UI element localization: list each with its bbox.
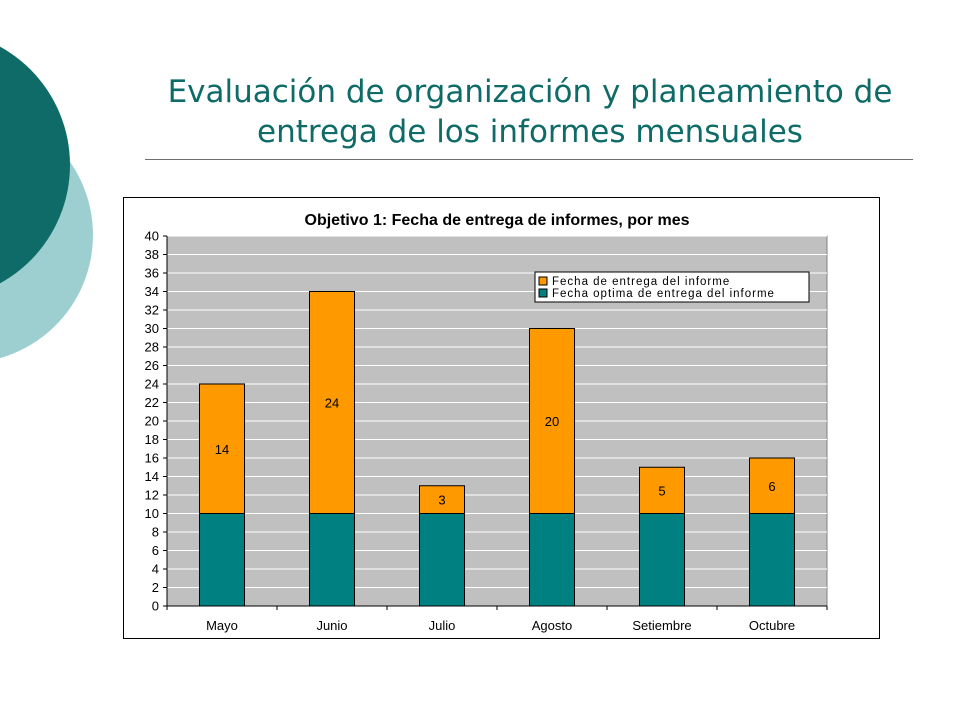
- data-label: 14: [215, 442, 229, 457]
- legend-label: Fecha de entrega del informe: [552, 276, 730, 288]
- y-tick-label: 40: [145, 229, 159, 244]
- x-tick-label: Agosto: [532, 618, 572, 633]
- y-tick-label: 2: [152, 580, 159, 595]
- y-tick-label: 18: [145, 432, 159, 447]
- slide-title-line-1: Evaluación de organización y planeamient…: [167, 74, 893, 110]
- stacked-bar-chart: Objetivo 1: Fecha de entrega de informes…: [145, 212, 828, 633]
- bar-optimal: [529, 513, 575, 607]
- x-tick-label: Mayo: [206, 618, 238, 633]
- y-tick-label: 22: [145, 395, 159, 410]
- y-tick-label: 28: [145, 340, 159, 355]
- data-label: 6: [768, 479, 775, 494]
- y-tick-label: 26: [145, 358, 159, 373]
- x-tick-label: Setiembre: [632, 618, 691, 633]
- legend-swatch: [538, 276, 548, 286]
- y-tick-label: 12: [145, 488, 159, 503]
- slide-title-line-2: entrega de los informes mensuales: [257, 114, 803, 150]
- slide-title: Evaluación de organización y planeamient…: [140, 72, 920, 152]
- y-tick-label: 14: [145, 469, 159, 484]
- bar-optimal: [199, 513, 245, 607]
- dark-teal-circle: [0, 46, 70, 284]
- data-label: 5: [658, 483, 665, 498]
- data-label: 20: [545, 414, 559, 429]
- y-tick-label: 20: [145, 414, 159, 429]
- y-tick-label: 34: [145, 284, 159, 299]
- bar-delivery: [419, 485, 465, 514]
- data-label: 24: [325, 396, 339, 411]
- y-tick-label: 36: [145, 266, 159, 281]
- bar-delivery: [309, 291, 355, 514]
- x-tick-label: Julio: [429, 618, 456, 633]
- bar-optimal: [749, 513, 795, 607]
- bar-optimal: [639, 513, 685, 607]
- legend: [534, 271, 810, 303]
- y-tick-label: 10: [145, 506, 159, 521]
- x-tick-label: Octubre: [749, 618, 795, 633]
- y-tick-label: 32: [145, 303, 159, 318]
- x-tick-label: Junio: [316, 618, 347, 633]
- title-divider: [145, 159, 913, 160]
- bar-delivery: [199, 383, 245, 514]
- y-tick-label: 6: [152, 543, 159, 558]
- bar-optimal: [309, 513, 355, 607]
- bar-optimal: [419, 513, 465, 607]
- y-tick-label: 4: [152, 562, 159, 577]
- bar-delivery: [639, 466, 685, 514]
- y-tick-label: 8: [152, 525, 159, 540]
- y-tick-label: 38: [145, 247, 159, 262]
- legend-label: Fecha optima de entrega del informe: [552, 288, 775, 300]
- chart-frame: Objetivo 1: Fecha de entrega de informes…: [123, 197, 880, 639]
- bar-delivery: [749, 457, 795, 514]
- data-label: 3: [438, 493, 445, 508]
- chart-title: Objetivo 1: Fecha de entrega de informes…: [305, 212, 690, 229]
- y-tick-label: 30: [145, 321, 159, 336]
- y-tick-label: 24: [145, 377, 159, 392]
- legend-swatch: [538, 288, 548, 298]
- y-tick-label: 0: [152, 599, 159, 614]
- y-tick-label: 16: [145, 451, 159, 466]
- bar-delivery: [529, 328, 575, 514]
